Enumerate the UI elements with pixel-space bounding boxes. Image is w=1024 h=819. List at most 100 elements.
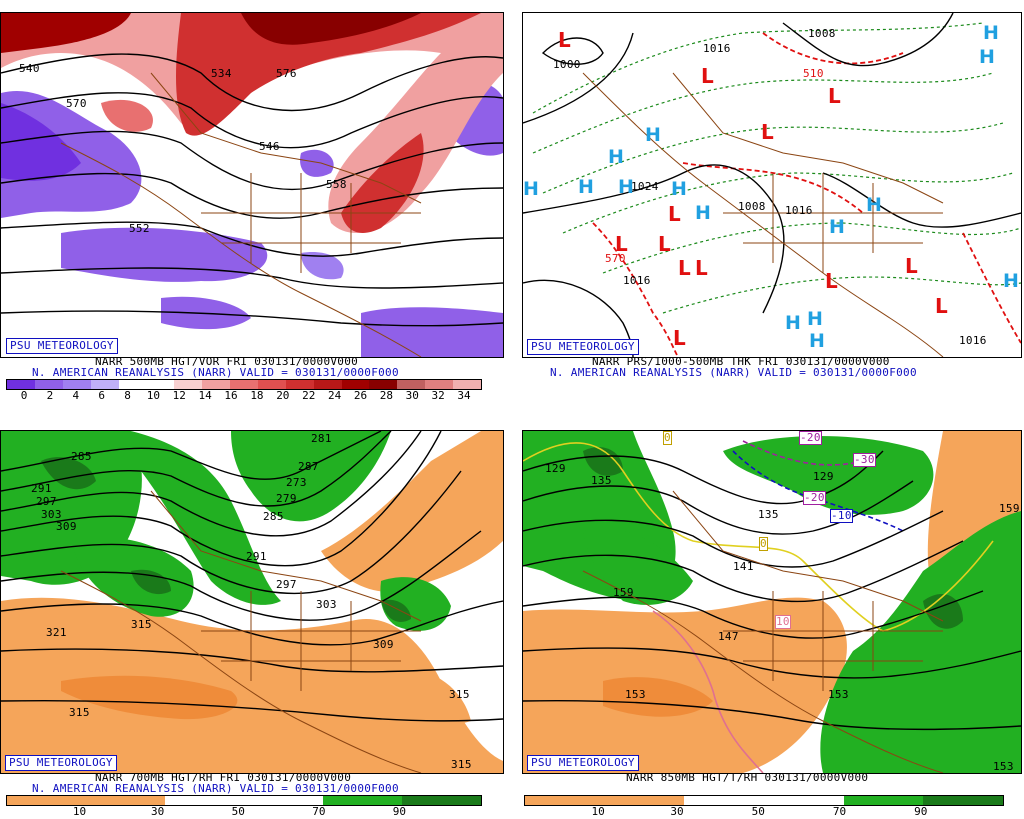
colorbar-swatch [90, 380, 119, 389]
contour-label: 315 [69, 706, 90, 719]
svg-text:H: H [983, 22, 999, 44]
colorbar-swatch [174, 380, 203, 389]
rh700-colorbar [6, 795, 482, 806]
colorbar-swatch [453, 380, 481, 389]
svg-text:H: H [829, 216, 845, 238]
contour-label: 546 [259, 140, 280, 153]
svg-text:L: L [658, 232, 671, 256]
colorbar-swatch [7, 380, 35, 389]
colorbar-tick-label: 32 [431, 389, 445, 402]
contour-label: 297 [36, 495, 57, 508]
contour-label: 281 [311, 432, 332, 445]
rh700-map: 281 285 291 297 303 309 287 279 273 285 … [0, 430, 504, 774]
contour-label: 1016 [623, 274, 651, 287]
colorbar-tick-label: 18 [250, 389, 264, 402]
vorticity-colorbar-ticks: 0 2 4 6 8 10 12 14 16 18 20 22 24 26 28 30 32 34 [20, 389, 471, 402]
colorbar-swatch [285, 380, 314, 389]
svg-text:L: L [825, 269, 838, 293]
colorbar-tick-label: 30 [670, 805, 684, 818]
panel-subtitle: N. AMERICAN REANALYSIS (NARR) VALID = 03… [550, 366, 917, 379]
contour-label: 153 [993, 760, 1014, 773]
vorticity-colorbar [6, 379, 482, 390]
colorbar-tick-label: 6 [98, 389, 105, 402]
contour-label: 540 [19, 62, 40, 75]
panel-title: NARR 850MB HGT/T/RH 030131/0000V000 [626, 771, 869, 784]
contour-label: 1024 [631, 180, 659, 193]
colorbar-tick-label: 70 [312, 805, 326, 818]
colorbar-tick-label: 12 [172, 389, 186, 402]
contour-label: 291 [31, 482, 52, 495]
svg-text:H: H [807, 308, 823, 330]
contour-label: 147 [718, 630, 739, 643]
colorbar-tick-label: 34 [457, 389, 471, 402]
svg-text:H: H [608, 146, 624, 168]
contour-label: 297 [276, 578, 297, 591]
contour-label: 570 [66, 97, 87, 110]
svg-text:L: L [701, 64, 714, 88]
panel-500mb-vorticity: 540 534 570 546 558 552 576 PSU METEOROL… [0, 0, 512, 410]
contour-label: 135 [758, 508, 779, 521]
colorbar-swatch [397, 380, 426, 389]
panel-title: NARR PRS/1000-500MB THK FRI 030131/0000V… [592, 355, 890, 368]
contour-label: 285 [71, 450, 92, 463]
colorbar-swatch [34, 380, 63, 389]
contour-label: 0 [663, 431, 672, 445]
contour-label: 287 [298, 460, 319, 473]
contour-label: 291 [246, 550, 267, 563]
colorbar-swatch [369, 380, 398, 389]
colorbar-tick-label: 50 [751, 805, 765, 818]
contour-label: 321 [46, 626, 67, 639]
contour-label: 303 [41, 508, 62, 521]
colorbar-swatch [425, 380, 453, 389]
contour-label: 129 [813, 470, 834, 483]
contour-label: 279 [276, 492, 297, 505]
svg-text:H: H [618, 176, 634, 198]
contour-label: 135 [591, 474, 612, 487]
contour-label: -20 [803, 491, 826, 505]
colorbar-tick-label: 28 [379, 389, 393, 402]
colorbar-swatch [313, 380, 342, 389]
contour-label: 576 [276, 67, 297, 80]
colorbar-swatch [341, 380, 370, 389]
contour-label: -30 [853, 453, 876, 467]
panel-title: NARR 700MB HGT/RH FRI 030131/0000V000 [95, 771, 352, 784]
panel-subtitle: N. AMERICAN REANALYSIS (NARR) VALID = 03… [32, 366, 399, 379]
contour-label: 159 [999, 502, 1020, 515]
colorbar-tick-label: 22 [302, 389, 316, 402]
colorbar-tick-label: 8 [124, 389, 131, 402]
colorbar-tick-label: 2 [46, 389, 54, 402]
colorbar-tick-label: 30 [151, 805, 165, 818]
colorbar-swatch [230, 380, 258, 389]
contour-label: 1016 [959, 334, 987, 347]
svg-text:H: H [979, 46, 995, 68]
colorbar-tick-label: 50 [231, 805, 245, 818]
svg-text:H: H [578, 176, 594, 198]
svg-text:H: H [645, 124, 661, 146]
contour-label: 315 [449, 688, 470, 701]
rh700-colorbar-ticks: 10 30 50 70 90 [6, 806, 480, 818]
contour-label: 0 [759, 537, 768, 551]
svg-text:L: L [905, 254, 918, 278]
colorbar-tick-label: 24 [327, 389, 342, 402]
svg-text:L: L [678, 256, 691, 280]
contour-label: 159 [613, 586, 634, 599]
contour-label: 570 [605, 252, 626, 265]
panel-title: NARR 500MB HGT/VOR FRI 030131/0000V000 [95, 355, 359, 368]
svg-text:L: L [695, 256, 708, 280]
contour-label: -10 [830, 509, 853, 523]
svg-text:H: H [523, 178, 539, 200]
colorbar-tick-label: 10 [591, 805, 605, 818]
contour-label: 315 [131, 618, 152, 631]
svg-text:H: H [1003, 270, 1019, 292]
t850-colorbar-ticks: 10 30 50 70 90 [524, 806, 1002, 818]
colorbar-tick-label: 90 [914, 805, 928, 818]
svg-text:L: L [761, 120, 774, 144]
svg-text:L: L [668, 202, 681, 226]
svg-text:L: L [828, 84, 841, 108]
contour-label: 1008 [738, 200, 766, 213]
colorbar-tick-label: 0 [20, 389, 28, 402]
contour-label: 1008 [808, 27, 836, 40]
contour-label: 129 [545, 462, 566, 475]
colorbar-tick-label: 4 [72, 389, 80, 402]
